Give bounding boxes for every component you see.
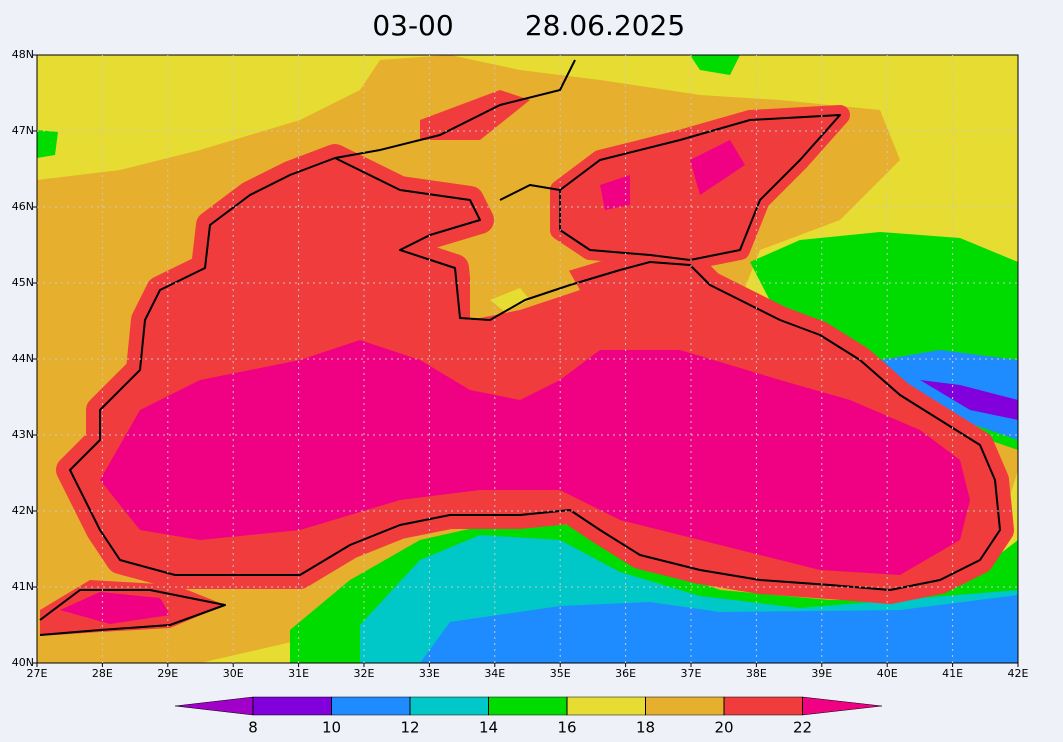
lon-tick-label: 27E bbox=[27, 667, 48, 680]
colorbar-extension bbox=[802, 696, 883, 716]
lat-tick-label: 41N bbox=[12, 580, 34, 593]
lon-tick-label: 31E bbox=[288, 667, 309, 680]
lon-tick-label: 28E bbox=[92, 667, 113, 680]
field-yellow bbox=[490, 288, 530, 312]
colorbar-label: 18 bbox=[636, 719, 655, 737]
lon-tick-label: 32E bbox=[354, 667, 375, 680]
lon-tick-label: 33E bbox=[419, 667, 440, 680]
colorbar-swatch bbox=[566, 696, 646, 716]
field-blue bbox=[420, 595, 1018, 663]
lat-tick-label: 44N bbox=[12, 352, 34, 365]
field-violet bbox=[920, 380, 1018, 420]
coastline bbox=[334, 59, 576, 201]
colorbar-swatch bbox=[645, 696, 725, 716]
lon-tick-label: 38E bbox=[746, 667, 767, 680]
lat-tick-label: 47N bbox=[12, 124, 34, 137]
axes: 27E 28E 29E 30E 31E 32E 33E 34E 35E 36E 37E 38E 39E 4… bbox=[12, 48, 1029, 680]
colorbar-label: 10 bbox=[322, 719, 341, 737]
field-magenta bbox=[600, 175, 630, 210]
title-time: 03-00 bbox=[372, 9, 453, 42]
lon-tick-label: 42E bbox=[1008, 667, 1029, 680]
lat-tick-label: 46N bbox=[12, 200, 34, 213]
colorbar-label: 22 bbox=[793, 719, 812, 737]
lon-tick-label: 29E bbox=[157, 667, 178, 680]
lon-tick-label: 41E bbox=[942, 667, 963, 680]
colorbar-label: 16 bbox=[557, 719, 576, 737]
coastline bbox=[559, 114, 841, 261]
lon-tick-label: 40E bbox=[877, 667, 898, 680]
colorbar-swatch bbox=[252, 696, 332, 716]
lon-tick-label: 30E bbox=[223, 667, 244, 680]
colorbar-swatch bbox=[723, 696, 803, 716]
colorbar-label: 12 bbox=[400, 719, 419, 737]
coastline bbox=[39, 589, 226, 636]
colorbar-extension bbox=[174, 696, 254, 716]
field-magenta bbox=[690, 140, 745, 195]
coastline bbox=[69, 157, 1001, 591]
lon-tick-label: 39E bbox=[811, 667, 832, 680]
lon-tick-label: 35E bbox=[550, 667, 571, 680]
field-magenta bbox=[100, 340, 970, 575]
colorbar-swatch bbox=[409, 696, 489, 716]
lat-tick-label: 48N bbox=[12, 48, 34, 61]
colorbar-swatch bbox=[488, 696, 568, 716]
colorbar-swatch bbox=[331, 696, 411, 716]
lat-tick-label: 45N bbox=[12, 276, 34, 289]
field-green bbox=[37, 130, 58, 158]
colorbar-label: 14 bbox=[479, 719, 498, 737]
field-green bbox=[690, 55, 740, 75]
colorbar: 8 10 12 14 16 18 20 22 bbox=[174, 696, 883, 737]
colorbar-label: 20 bbox=[714, 719, 733, 737]
field-magenta bbox=[60, 592, 170, 624]
lon-tick-label: 37E bbox=[681, 667, 702, 680]
field-red bbox=[420, 90, 530, 140]
title-date: 28.06.2025 bbox=[525, 9, 685, 42]
lat-tick-label: 43N bbox=[12, 428, 34, 441]
lat-tick-label: 40N bbox=[12, 656, 34, 669]
lon-tick-label: 36E bbox=[615, 667, 636, 680]
lon-tick-label: 34E bbox=[484, 667, 505, 680]
lat-tick-label: 42N bbox=[12, 504, 34, 517]
colorbar-label: 8 bbox=[248, 719, 258, 737]
field bbox=[37, 55, 1018, 663]
